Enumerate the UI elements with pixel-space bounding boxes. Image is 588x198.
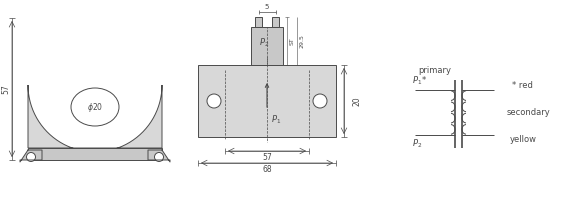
Text: * red: * red (512, 81, 533, 89)
Ellipse shape (71, 88, 119, 126)
Circle shape (155, 152, 163, 162)
Bar (198, 65, 336, 137)
Circle shape (207, 94, 221, 108)
Polygon shape (148, 150, 170, 162)
Text: $\phi$20: $\phi$20 (87, 101, 103, 113)
Bar (28, 148, 162, 160)
Text: primary: primary (419, 66, 452, 74)
Text: 68: 68 (262, 166, 272, 174)
Text: 29.5: 29.5 (300, 34, 305, 48)
Text: 20: 20 (352, 96, 361, 106)
Text: ST: ST (290, 37, 295, 45)
PathPatch shape (28, 85, 162, 152)
Text: $P_1$: $P_1$ (271, 114, 281, 126)
Circle shape (26, 152, 35, 162)
Text: yellow: yellow (510, 135, 537, 145)
Polygon shape (20, 150, 42, 162)
Circle shape (313, 94, 327, 108)
Bar (272, 17, 279, 27)
Text: $P_1$*: $P_1$* (412, 74, 427, 87)
Text: secondary: secondary (507, 108, 551, 117)
Bar (251, 27, 283, 65)
Text: 57: 57 (2, 84, 11, 94)
Bar (255, 17, 262, 27)
Text: $P_2$: $P_2$ (259, 37, 269, 49)
Text: $P_2$: $P_2$ (412, 138, 422, 150)
Text: 57: 57 (262, 153, 272, 163)
Text: 5: 5 (265, 4, 269, 10)
